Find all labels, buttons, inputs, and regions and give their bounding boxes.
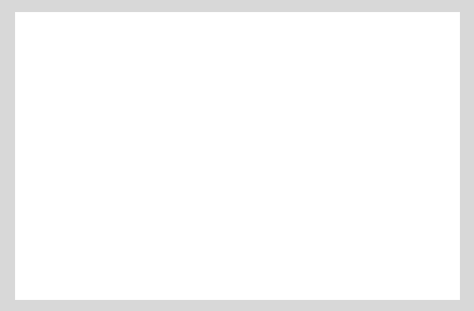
X-axis label: Time Point (years): Time Point (years)	[198, 280, 328, 293]
Younger group (27-52 years)	[186, 119, 192, 123]
Line: Older group (53-76 years): Older group (53-76 years)	[72, 197, 449, 258]
Older group (53-76 years)	[186, 198, 192, 202]
Older group (53-76 years)	[100, 225, 106, 229]
Older group (53-76 years)	[215, 198, 220, 202]
Younger group (27-52 years)	[243, 119, 249, 123]
Younger group (27-52 years)	[157, 119, 163, 123]
Older group (53-76 years)	[157, 198, 163, 202]
Younger group (27-52 years)	[386, 61, 392, 65]
Younger group (27-52 years)	[215, 119, 220, 123]
Older group (53-76 years)	[414, 198, 420, 202]
Older group (53-76 years)	[129, 198, 135, 202]
Older group (53-76 years)	[300, 198, 306, 202]
Older group (53-76 years)	[272, 198, 277, 202]
Older group (53-76 years)	[357, 198, 363, 202]
Younger group (27-52 years)	[100, 173, 106, 177]
Older group (53-76 years)	[443, 198, 448, 202]
Younger group (27-52 years)	[300, 61, 306, 65]
Younger group (27-52 years)	[414, 61, 420, 65]
Older group (53-76 years)	[243, 198, 249, 202]
Y-axis label: CC Cumulative Incidence: CC Cumulative Incidence	[14, 50, 27, 223]
Younger group (27-52 years)	[272, 61, 277, 65]
Older group (53-76 years)	[328, 198, 334, 202]
Older group (53-76 years)	[72, 253, 78, 257]
Younger group (27-52 years)	[129, 173, 135, 177]
Older group (53-76 years)	[386, 198, 392, 202]
Younger group (27-52 years)	[357, 61, 363, 65]
Line: Younger group (27-52 years): Younger group (27-52 years)	[72, 59, 449, 258]
Younger group (27-52 years)	[328, 61, 334, 65]
Younger group (27-52 years)	[72, 253, 78, 257]
Younger group (27-52 years)	[443, 61, 448, 65]
